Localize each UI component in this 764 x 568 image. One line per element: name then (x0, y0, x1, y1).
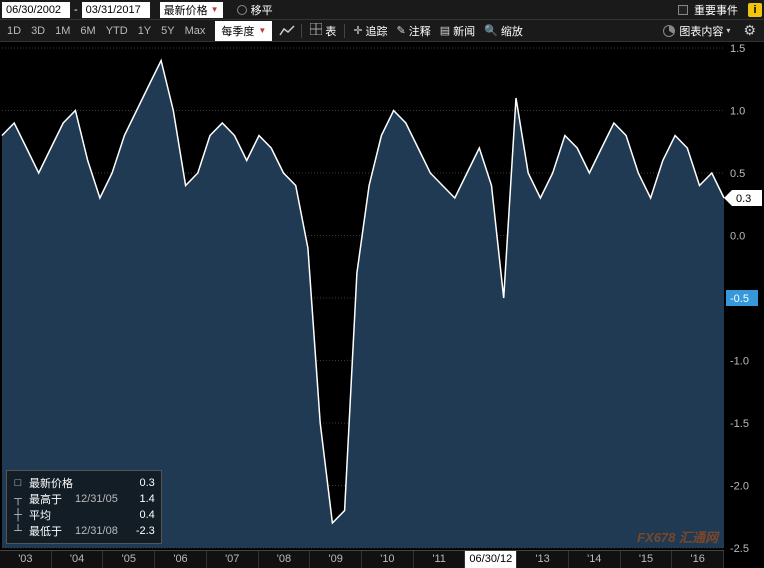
range-buttons: 1D3D1M6MYTD1Y5YMax (2, 23, 210, 39)
info-icon[interactable]: i (748, 3, 762, 17)
ma-radio[interactable] (237, 5, 247, 15)
pie-icon (663, 25, 675, 37)
stat-label: 平均 (29, 507, 69, 523)
x-label: '06 (155, 551, 207, 568)
x-label: '08 (259, 551, 311, 568)
watermark: FX678 汇通网 (637, 527, 718, 546)
price-dropdown[interactable]: 最新价格 ▼ (160, 2, 223, 18)
chevron-down-icon: ▼ (258, 26, 266, 35)
range-btn-1y[interactable]: 1Y (133, 23, 156, 39)
toolbar-dates: - 最新价格 ▼ 移平 重要事件 i (0, 0, 764, 20)
range-btn-6m[interactable]: 6M (75, 23, 100, 39)
x-label: '07 (207, 551, 259, 568)
period-dropdown[interactable]: 每季度 ▼ (215, 21, 272, 41)
events-checkbox[interactable] (678, 5, 688, 15)
x-label: '10 (362, 551, 414, 568)
price-dropdown-label: 最新价格 (164, 2, 208, 18)
date-from-input[interactable] (2, 2, 70, 18)
stats-header: □ 最新价格 0.3 (13, 475, 155, 491)
stat-glyph-icon: ┴ (13, 525, 23, 537)
x-label: '05 (103, 551, 155, 568)
svg-text:1.0: 1.0 (730, 106, 745, 118)
search-icon: 🔍 (484, 24, 498, 37)
stats-row: ┴ 最低于 12/31/08 -2.3 (13, 523, 155, 539)
svg-text:-1.0: -1.0 (730, 356, 749, 368)
x-label: '15 (621, 551, 673, 568)
x-label: '03 (0, 551, 52, 568)
x-label: '14 (569, 551, 621, 568)
chevron-down-icon: ▾ (726, 26, 730, 35)
grid-icon (310, 23, 322, 38)
stats-row: ┬ 最高于 12/31/05 1.4 (13, 491, 155, 507)
stat-value: 0.4 (128, 509, 155, 521)
x-label: '11 (414, 551, 466, 568)
svg-text:0.5: 0.5 (730, 168, 745, 180)
stat-glyph-icon: ┼ (13, 509, 23, 521)
crosshair-icon: ✛ (353, 24, 362, 37)
svg-text:-2.5: -2.5 (730, 543, 749, 555)
svg-text:-0.5: -0.5 (730, 293, 749, 305)
date-dash: - (72, 4, 80, 16)
news-icon: ▤ (440, 24, 450, 37)
table-button[interactable]: 表 (306, 23, 340, 39)
x-axis: '03'04'05'06'07'08'09'10'1106/30/12'13'1… (0, 550, 724, 568)
chevron-down-icon: ▼ (211, 5, 219, 14)
range-btn-5y[interactable]: 5Y (156, 23, 179, 39)
range-btn-1d[interactable]: 1D (2, 23, 26, 39)
period-label: 每季度 (221, 23, 254, 39)
chart-area[interactable]: 1.51.00.50.0-0.5-1.0-1.5-2.0-2.50.3-0.5 … (0, 42, 764, 568)
x-label: '13 (517, 551, 569, 568)
ma-label: 移平 (251, 2, 273, 18)
square-icon: □ (13, 477, 23, 489)
events-label: 重要事件 (694, 2, 738, 18)
svg-text:1.5: 1.5 (730, 43, 745, 55)
stats-row: ┼ 平均 0.4 (13, 507, 155, 523)
toolbar-tools: 1D3D1M6MYTD1Y5YMax 每季度 ▼ 表 ✛ 追踪 ✎ 注释 ▤ 新… (0, 20, 764, 42)
gear-icon[interactable]: ⚙ (737, 22, 762, 39)
svg-text:-2.0: -2.0 (730, 481, 749, 493)
svg-text:0.0: 0.0 (730, 231, 745, 243)
x-label: '09 (310, 551, 362, 568)
stats-title: 最新价格 (29, 475, 73, 491)
stat-label: 最低于 (29, 523, 69, 539)
stat-value: -2.3 (124, 525, 155, 537)
pencil-icon: ✎ (397, 24, 406, 37)
separator (344, 24, 345, 38)
svg-text:0.3: 0.3 (736, 193, 751, 205)
stats-box: □ 最新价格 0.3 ┬ 最高于 12/31/05 1.4 ┼ 平均 0.4 ┴ 最低于 12/3… (6, 470, 162, 544)
date-to-input[interactable] (82, 2, 150, 18)
stat-glyph-icon: ┬ (13, 493, 23, 505)
stat-date: 12/31/08 (75, 525, 118, 537)
stat-label: 最高于 (29, 491, 69, 507)
stat-date: 12/31/05 (75, 493, 118, 505)
stats-current: 0.3 (128, 477, 155, 489)
chart-content-button[interactable]: 图表内容 ▾ (657, 21, 736, 41)
line-chart-icon[interactable] (277, 22, 297, 40)
x-label: 06/30/12 (465, 551, 517, 568)
svg-text:-1.5: -1.5 (730, 418, 749, 430)
news-button[interactable]: ▤ 新闻 (436, 23, 479, 39)
range-btn-3d[interactable]: 3D (26, 23, 50, 39)
track-button[interactable]: ✛ 追踪 (349, 23, 391, 39)
zoom-button[interactable]: 🔍 缩放 (480, 23, 527, 39)
range-btn-ytd[interactable]: YTD (101, 23, 133, 39)
x-label: '16 (672, 551, 724, 568)
stat-value: 1.4 (128, 493, 155, 505)
x-label: '04 (52, 551, 104, 568)
annotate-button[interactable]: ✎ 注释 (393, 23, 435, 39)
range-btn-1m[interactable]: 1M (50, 23, 75, 39)
separator (301, 24, 302, 38)
range-btn-max[interactable]: Max (180, 23, 211, 39)
